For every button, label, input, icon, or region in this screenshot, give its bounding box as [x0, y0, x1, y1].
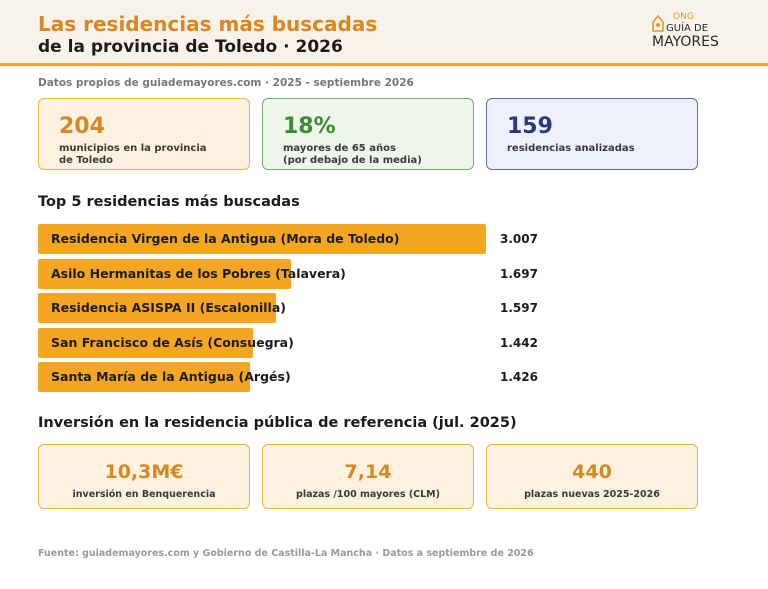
- stat-value: 159: [507, 114, 553, 139]
- house-heart-icon: [652, 14, 664, 32]
- page-subtitle-title: de la provincia de Toledo · 2026: [38, 37, 343, 57]
- stat-label: municipios en la provincia de Toledo: [59, 143, 244, 167]
- bar-row: Santa María de la Antigua (Argés) 1.426: [38, 362, 558, 392]
- stat-label-line: municipios en la provincia: [59, 143, 207, 154]
- bar-label: Residencia ASISPA II (Escalonilla): [51, 300, 286, 315]
- investment-label: inversión en Benquerencia: [72, 489, 216, 500]
- logo-guia-text: GUÍA DE: [666, 23, 709, 34]
- investment-value: 7,14: [344, 461, 392, 483]
- header: Las residencias más buscadas de la provi…: [0, 0, 768, 66]
- stat-label-line: mayores de 65 años: [283, 143, 396, 154]
- stat-value: 204: [59, 114, 105, 139]
- investment-value: 10,3M€: [104, 461, 184, 483]
- stat-label-line: residencias analizadas: [507, 143, 635, 154]
- bar-value: 1.426: [500, 370, 538, 384]
- stat-card-mayores: 18% mayores de 65 años (por debajo de la…: [262, 98, 474, 170]
- investment-value: 440: [572, 461, 612, 483]
- bar: [38, 327, 253, 358]
- stat-label-line: de Toledo: [59, 155, 114, 166]
- page-title: Las residencias más buscadas: [38, 12, 378, 36]
- logo[interactable]: ONG GUÍA DE MAYORES: [650, 11, 730, 51]
- logo-ong-text: ONG: [673, 12, 694, 22]
- bar-row: Asilo Hermanitas de los Pobres (Talavera…: [38, 258, 558, 289]
- stat-card-residencias: 159 residencias analizadas: [486, 98, 698, 170]
- bar-label: Residencia Virgen de la Antigua (Mora de…: [51, 231, 400, 246]
- bar: [38, 224, 486, 254]
- stat-label: residencias analizadas: [507, 143, 692, 155]
- bar-label: San Francisco de Asís (Consuegra): [51, 334, 294, 350]
- logo-mayores-text: MAYORES: [652, 34, 719, 50]
- investment-label: plazas /100 mayores (CLM): [296, 489, 440, 500]
- stat-label: mayores de 65 años (por debajo de la med…: [283, 143, 468, 167]
- investment-card-plazas-nuevas: 440 plazas nuevas 2025-2026: [486, 444, 698, 509]
- bar: [38, 293, 276, 323]
- stat-label-line: (por debajo de la media): [283, 155, 422, 166]
- data-source-note: Datos propios de guiademayores.com · 202…: [38, 77, 414, 89]
- investment-label: plazas nuevas 2025-2026: [524, 489, 660, 500]
- bar-value: 1.597: [500, 301, 538, 315]
- bar-row: Residencia ASISPA II (Escalonilla) 1.597: [38, 293, 558, 323]
- investment-section-title: Inversión en la residencia pública de re…: [38, 415, 517, 431]
- stat-card-municipios: 204 municipios en la provincia de Toledo: [38, 98, 250, 170]
- bar: [38, 258, 291, 289]
- bar-row: San Francisco de Asís (Consuegra) 1.442: [38, 327, 558, 358]
- bar-value: 1.697: [500, 266, 538, 281]
- stat-value: 18%: [283, 114, 336, 139]
- bar-label: Santa María de la Antigua (Argés): [51, 369, 291, 384]
- investment-card-inversion: 10,3M€ inversión en Benquerencia: [38, 444, 250, 509]
- investment-card-plazas-ratio: 7,14 plazas /100 mayores (CLM): [262, 444, 474, 509]
- bar-value: 1.442: [500, 335, 538, 350]
- bar-value: 3.007: [500, 232, 538, 246]
- bar-row: Residencia Virgen de la Antigua (Mora de…: [38, 224, 558, 254]
- bar: [38, 362, 250, 392]
- top5-section-title: Top 5 residencias más buscadas: [38, 194, 300, 210]
- bar-label: Asilo Hermanitas de los Pobres (Talavera…: [51, 265, 346, 281]
- footer-source: Fuente: guiademayores.com y Gobierno de …: [38, 548, 534, 559]
